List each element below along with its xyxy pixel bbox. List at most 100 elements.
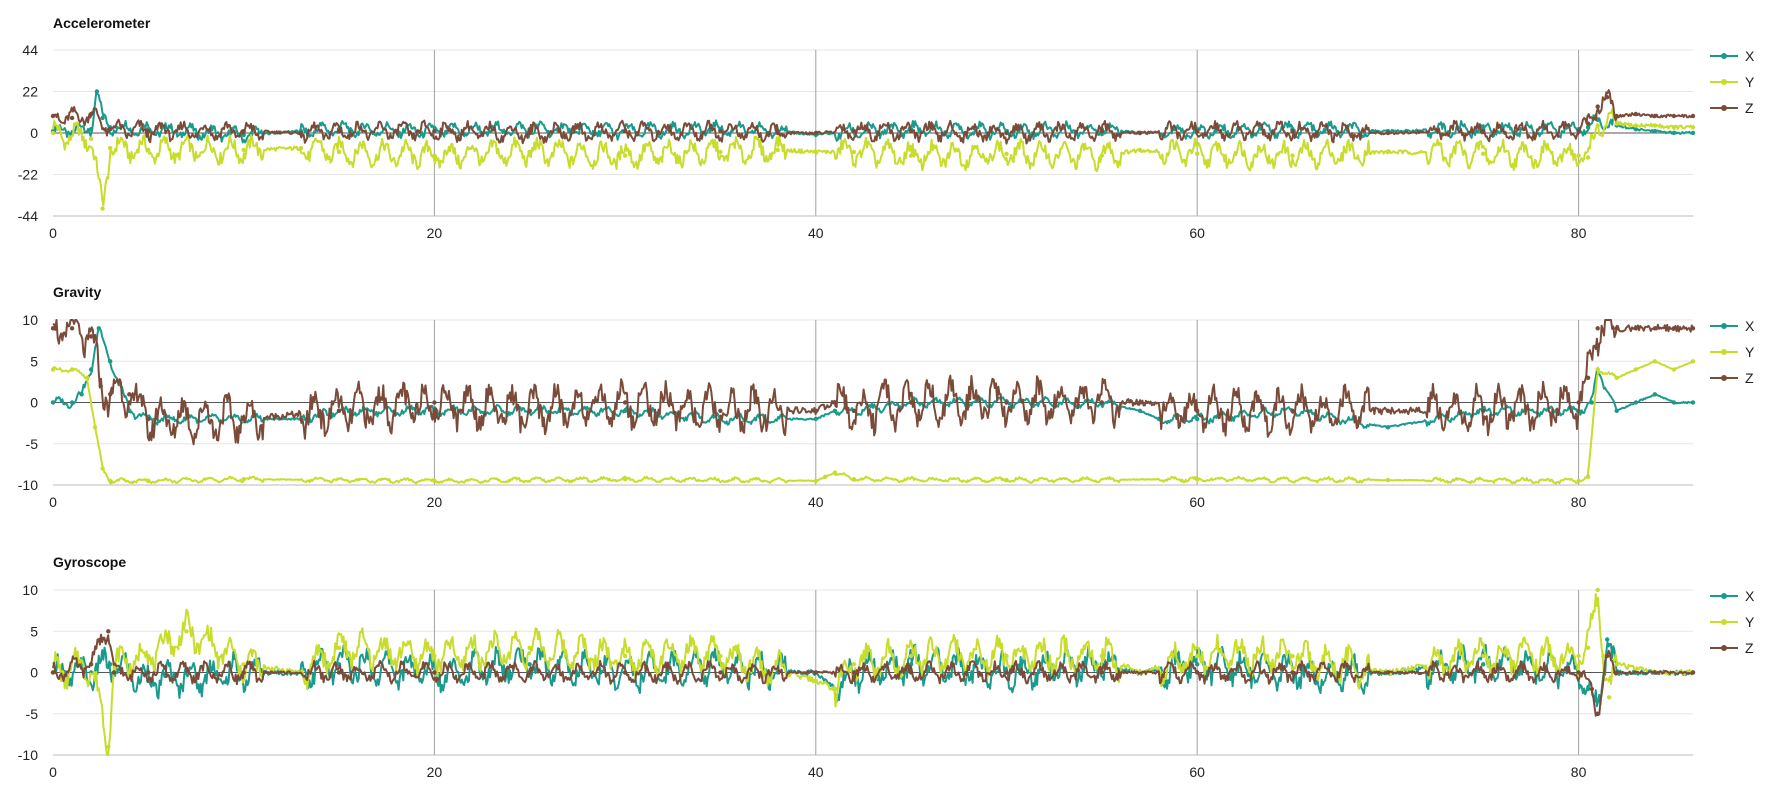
data-point xyxy=(1137,147,1143,153)
data-point xyxy=(1614,121,1619,126)
data-point xyxy=(1671,113,1677,119)
data-point xyxy=(69,367,75,372)
legend-label: X xyxy=(1745,48,1755,64)
data-point xyxy=(1099,400,1105,405)
data-point xyxy=(50,326,56,331)
data-point xyxy=(1605,653,1610,659)
data-point xyxy=(1195,477,1200,482)
x-tick-label: 0 xyxy=(49,225,57,241)
data-point xyxy=(1595,587,1600,593)
data-point xyxy=(1614,670,1619,675)
data-point xyxy=(718,149,723,155)
y-tick-label: -44 xyxy=(18,208,38,224)
data-point xyxy=(1576,153,1581,158)
series-line-x xyxy=(52,91,1694,144)
data-point xyxy=(1576,400,1581,405)
data-point xyxy=(1004,400,1009,405)
data-point xyxy=(336,670,342,675)
data-point xyxy=(432,653,437,659)
data-point xyxy=(111,670,117,675)
data-point xyxy=(50,130,56,136)
legend-item-z[interactable]: Z xyxy=(1710,100,1754,116)
legend-item-z[interactable]: Z xyxy=(1710,640,1754,656)
data-point xyxy=(851,408,857,413)
legend-marker xyxy=(1721,375,1727,381)
data-point xyxy=(1652,670,1658,675)
series-line-z xyxy=(52,319,1694,446)
data-point xyxy=(813,130,818,136)
chart-title: Gyroscope xyxy=(53,554,126,570)
data-point xyxy=(823,474,828,479)
data-point xyxy=(100,466,105,471)
legend-marker xyxy=(1721,323,1727,329)
data-point xyxy=(908,400,914,405)
data-point xyxy=(813,408,818,413)
series-line-y xyxy=(52,360,1694,485)
data-point xyxy=(88,111,94,117)
data-point xyxy=(1195,128,1200,134)
data-point xyxy=(98,637,103,642)
legend-marker xyxy=(1721,79,1727,85)
data-point xyxy=(1595,123,1600,128)
data-point xyxy=(108,145,113,151)
data-point xyxy=(88,334,94,339)
data-point xyxy=(622,477,628,482)
data-point xyxy=(98,383,103,389)
data-point xyxy=(1004,130,1009,136)
data-point xyxy=(1585,686,1591,692)
legend-item-y[interactable]: Y xyxy=(1710,614,1755,630)
legend-label: Z xyxy=(1745,640,1754,656)
x-tick-label: 40 xyxy=(808,494,824,510)
data-point xyxy=(1652,392,1658,397)
data-point xyxy=(813,416,818,422)
legend-item-x[interactable]: X xyxy=(1710,588,1755,604)
data-point xyxy=(1099,153,1105,158)
y-tick-label: 0 xyxy=(30,665,38,681)
x-tick-label: 40 xyxy=(808,225,824,241)
data-point xyxy=(1585,125,1591,130)
data-point xyxy=(1099,653,1105,659)
data-point xyxy=(527,662,532,667)
data-point xyxy=(96,326,102,331)
data-point xyxy=(1290,408,1295,413)
legend-item-y[interactable]: Y xyxy=(1710,344,1755,360)
data-point xyxy=(108,478,113,484)
legend-item-x[interactable]: X xyxy=(1710,318,1755,334)
data-point xyxy=(1690,400,1696,405)
data-point xyxy=(69,326,75,331)
x-tick-label: 40 xyxy=(808,764,824,780)
data-point xyxy=(336,149,342,155)
data-point xyxy=(1614,113,1619,119)
legend-label: Z xyxy=(1745,370,1754,386)
y-tick-label: 22 xyxy=(22,84,38,100)
legend-marker xyxy=(1721,105,1727,111)
data-point xyxy=(85,375,90,380)
data-point xyxy=(1605,95,1610,100)
data-point xyxy=(94,89,100,94)
data-point xyxy=(108,662,113,667)
data-point xyxy=(1595,104,1600,109)
data-point xyxy=(100,206,105,211)
y-tick-label: 0 xyxy=(30,125,38,141)
data-point xyxy=(832,400,838,405)
legend-item-x[interactable]: X xyxy=(1710,48,1755,64)
data-point xyxy=(1385,149,1391,155)
data-point xyxy=(1633,123,1639,128)
data-point xyxy=(69,400,75,405)
data-point xyxy=(1099,128,1105,134)
legend-marker xyxy=(1721,53,1727,59)
data-point xyxy=(1690,130,1696,136)
data-point xyxy=(1576,478,1581,484)
legend-item-y[interactable]: Y xyxy=(1710,74,1755,90)
data-point xyxy=(1195,151,1200,156)
x-tick-label: 20 xyxy=(427,225,443,241)
legend-label: Y xyxy=(1745,74,1755,90)
data-point xyxy=(106,744,111,749)
data-point xyxy=(1195,670,1200,675)
data-point xyxy=(1576,670,1581,675)
legend-item-z[interactable]: Z xyxy=(1710,370,1754,386)
data-point xyxy=(241,416,246,422)
data-point xyxy=(336,128,342,134)
